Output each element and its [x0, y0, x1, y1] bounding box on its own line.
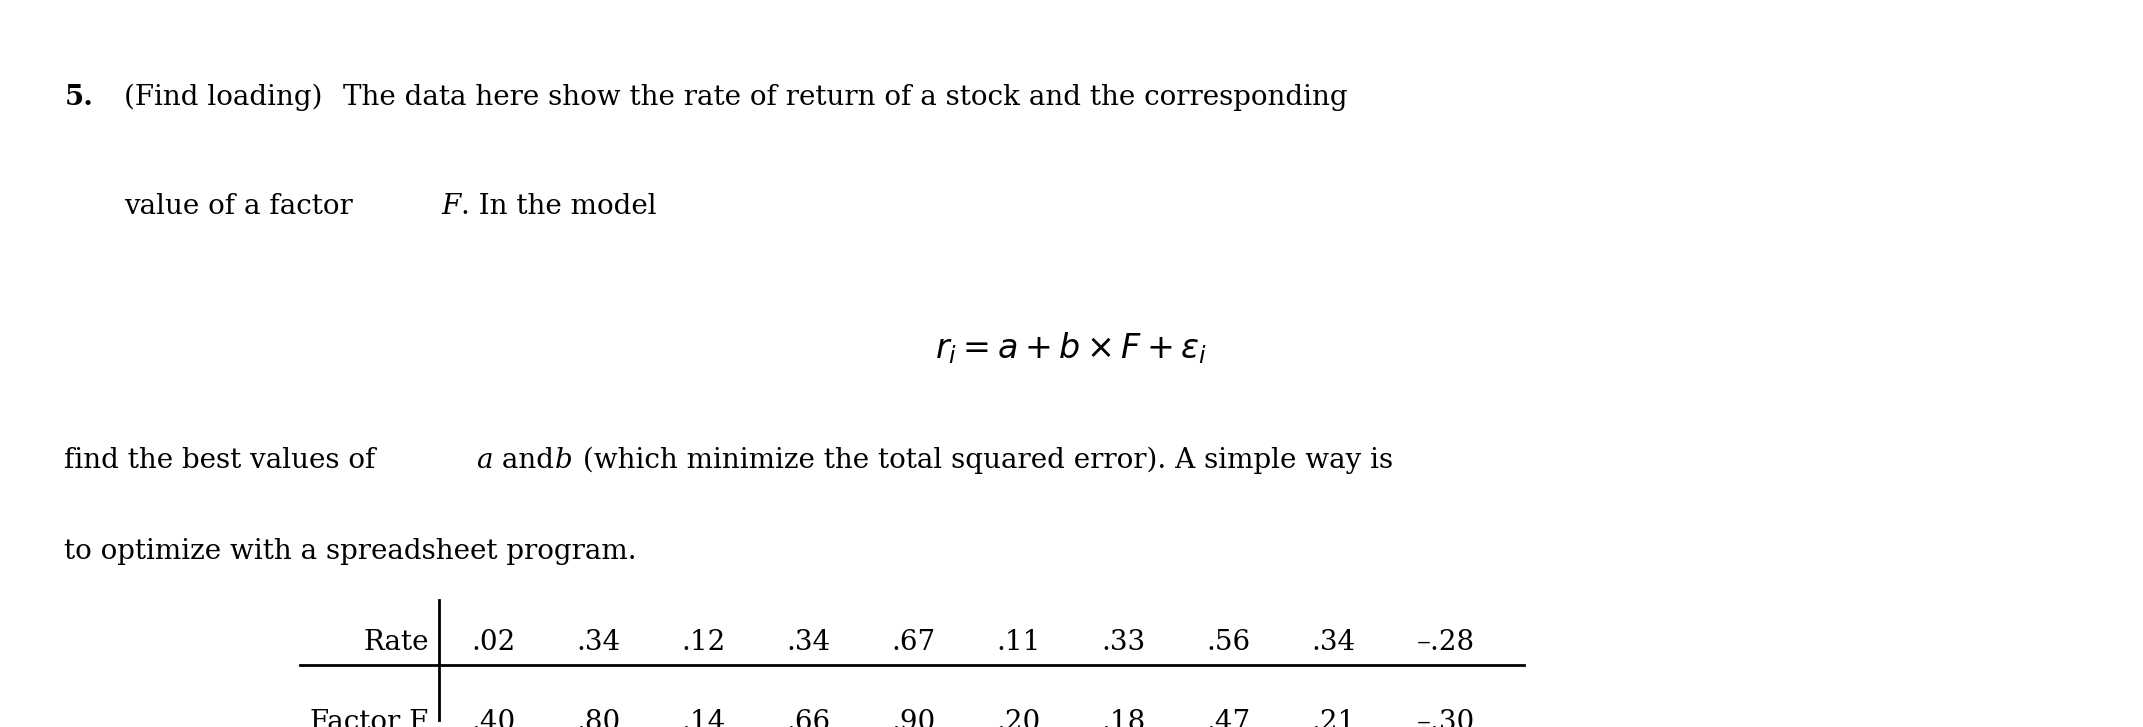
Text: .21: .21 — [1312, 709, 1357, 727]
Text: b: b — [555, 447, 572, 474]
Text: .47: .47 — [1207, 709, 1252, 727]
Text: value of a factor: value of a factor — [124, 193, 362, 220]
Text: .33: .33 — [1102, 629, 1147, 656]
Text: .11: .11 — [996, 629, 1041, 656]
Text: .34: .34 — [1312, 629, 1357, 656]
Text: . In the model: . In the model — [461, 193, 656, 220]
Text: .18: .18 — [1102, 709, 1147, 727]
Text: Factor F: Factor F — [311, 709, 429, 727]
Text: .02: .02 — [471, 629, 516, 656]
Text: (which minimize the total squared error). A simple way is: (which minimize the total squared error)… — [574, 447, 1393, 475]
Text: .20: .20 — [996, 709, 1041, 727]
Text: 5.: 5. — [64, 84, 92, 111]
Text: .34: .34 — [576, 629, 621, 656]
Text: .34: .34 — [786, 629, 831, 656]
Text: a: a — [476, 447, 493, 474]
Text: Rate: Rate — [362, 629, 429, 656]
Text: The data here show the rate of return of a stock and the corresponding: The data here show the rate of return of… — [343, 84, 1348, 111]
Text: .80: .80 — [576, 709, 621, 727]
Text: .67: .67 — [891, 629, 936, 656]
Text: to optimize with a spreadsheet program.: to optimize with a spreadsheet program. — [64, 538, 636, 565]
Text: –.28: –.28 — [1417, 629, 1474, 656]
Text: .14: .14 — [681, 709, 726, 727]
Text: .40: .40 — [471, 709, 516, 727]
Text: F: F — [441, 193, 461, 220]
Text: (Find loading): (Find loading) — [124, 84, 324, 111]
Text: .66: .66 — [786, 709, 831, 727]
Text: .12: .12 — [681, 629, 726, 656]
Text: $r_i = a + b \times F + \varepsilon_i$: $r_i = a + b \times F + \varepsilon_i$ — [934, 331, 1209, 366]
Text: and: and — [493, 447, 564, 474]
Text: –.30: –.30 — [1417, 709, 1474, 727]
Text: .90: .90 — [891, 709, 936, 727]
Text: find the best values of: find the best values of — [64, 447, 384, 474]
Text: .56: .56 — [1207, 629, 1252, 656]
